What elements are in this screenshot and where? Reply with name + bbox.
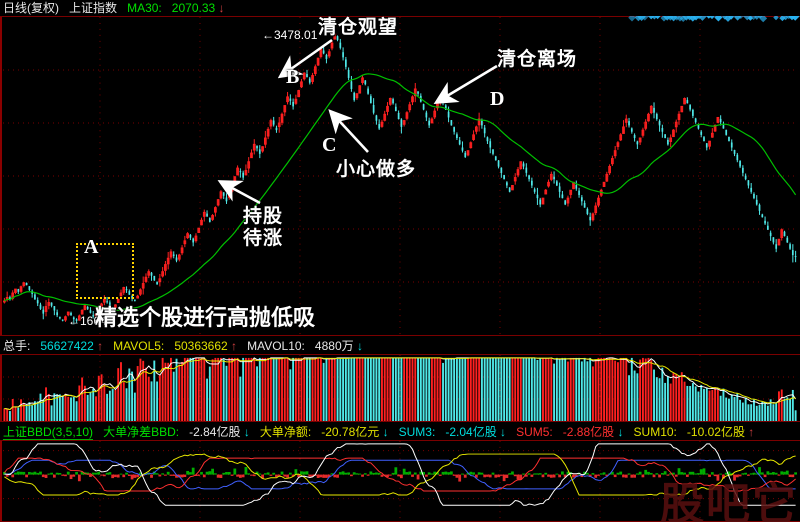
volume-chart-svg [3,355,797,421]
sum5-arrow-icon: ↓ [617,425,624,439]
sum5-value: -2.88亿股 [562,425,615,439]
bbd-chart-panel[interactable] [0,440,800,522]
mavol5-value: 50363662 [174,339,228,353]
net-arrow-icon: ↓ [382,425,389,439]
total-volume-arrow-icon: ↑ [97,339,104,353]
arrow-qingcang-lichang [433,64,498,105]
candlestick-series [3,33,797,325]
sum3-value: -2.04亿股 [445,425,497,439]
annotation-xiaoxin-zuoduo: 小心做多 [336,158,417,180]
marker-label-a: A [84,236,99,258]
zone-a-highlight-box [76,243,134,299]
mavol10-arrow-icon: ↓ [356,339,363,353]
sum3-label: SUM3: [398,425,436,439]
net-value: -20.78亿元 [321,425,380,439]
sum5-label: SUM5: [516,425,553,439]
total-volume-value: 56627422 [40,339,94,353]
volume-chart-panel[interactable] [0,354,800,422]
mavol5-label: MAVOL5: [113,339,165,353]
mavol5-arrow-icon: ↑ [231,339,238,353]
sum10-label: SUM10: [633,425,677,439]
bbd-arrow-icon: ↓ [243,425,250,439]
marker-label-d: D [490,88,505,110]
bbd-white-line [4,443,796,506]
arrow-qingcang-guanwang [277,38,333,79]
bbd-value: -2.84亿股 [189,425,241,439]
bbd-red-line [4,457,796,492]
annotation-qingcang-lichang: 清仓离场 [497,48,578,70]
sum3-arrow-icon: ↓ [500,425,507,439]
price-axis-line [0,17,2,335]
ma30-value: 2070.33 [171,1,216,15]
bbd-blue-line [4,459,796,490]
ma30-line [4,73,797,311]
instrument-label[interactable]: 上证指数 [69,1,118,15]
sum10-arrow-icon: ↑ [748,425,755,439]
mavol10-line [4,357,796,411]
bbd-axis-line [0,441,2,521]
mavol10-value: 4880万 [314,339,354,353]
annotation-daizhang: 待涨 [242,227,283,249]
price-chart-svg [3,17,797,335]
volume-bar-series [3,357,797,421]
arrow-chigu-daizhang [217,180,261,205]
mavol10-label: MAVOL10: [247,339,305,353]
period-label[interactable]: 日线(复权) [3,1,59,15]
arrow-xiaoxin-zuoduo [328,109,369,153]
total-volume-label: 总手: [3,339,31,353]
bbd-header-bar: 上证BBD(3,5,10) 大单净差BBD: -2.84亿股 ↓ 大单净额: -… [0,424,800,440]
marker-label-c: C [322,134,337,156]
bbd-title[interactable]: 上证BBD(3,5,10) [3,425,94,440]
annotation-chigu: 持股 [242,205,283,227]
ma30-label: MA30: [127,1,162,15]
price-header-bar: 日线(复权) 上证指数 MA30: 2070.33 ↓ [0,0,800,16]
net-label: 大单净额: [259,425,312,439]
volume-header-bar: 总手: 56627422 ↑ MAVOL5: 50363662 ↑ MAVOL1… [0,338,800,354]
ma30-arrow-icon: ↓ [218,1,225,15]
site-watermark: 股吧它 [660,479,798,522]
marker-label-b: B [286,66,300,88]
bbd-yellow-line [4,453,796,496]
annotation-arrows [217,38,498,205]
annotation-jingxuan: 精选个股进行高抛低吸 [95,306,316,331]
bbd-label: 大单净差BBD: [103,425,180,439]
bbd-zero-band [3,467,797,482]
annotation-qingcang-guanwang: 清仓观望 [318,16,399,38]
volume-axis-line [0,355,2,421]
sum10-value: -10.02亿股 [686,425,745,439]
bbd-chart-svg [3,441,797,521]
price-high-label: ←3478.01 [262,28,318,42]
price-low-label: ←1664 [68,314,107,328]
volume-gridlines [3,355,797,421]
